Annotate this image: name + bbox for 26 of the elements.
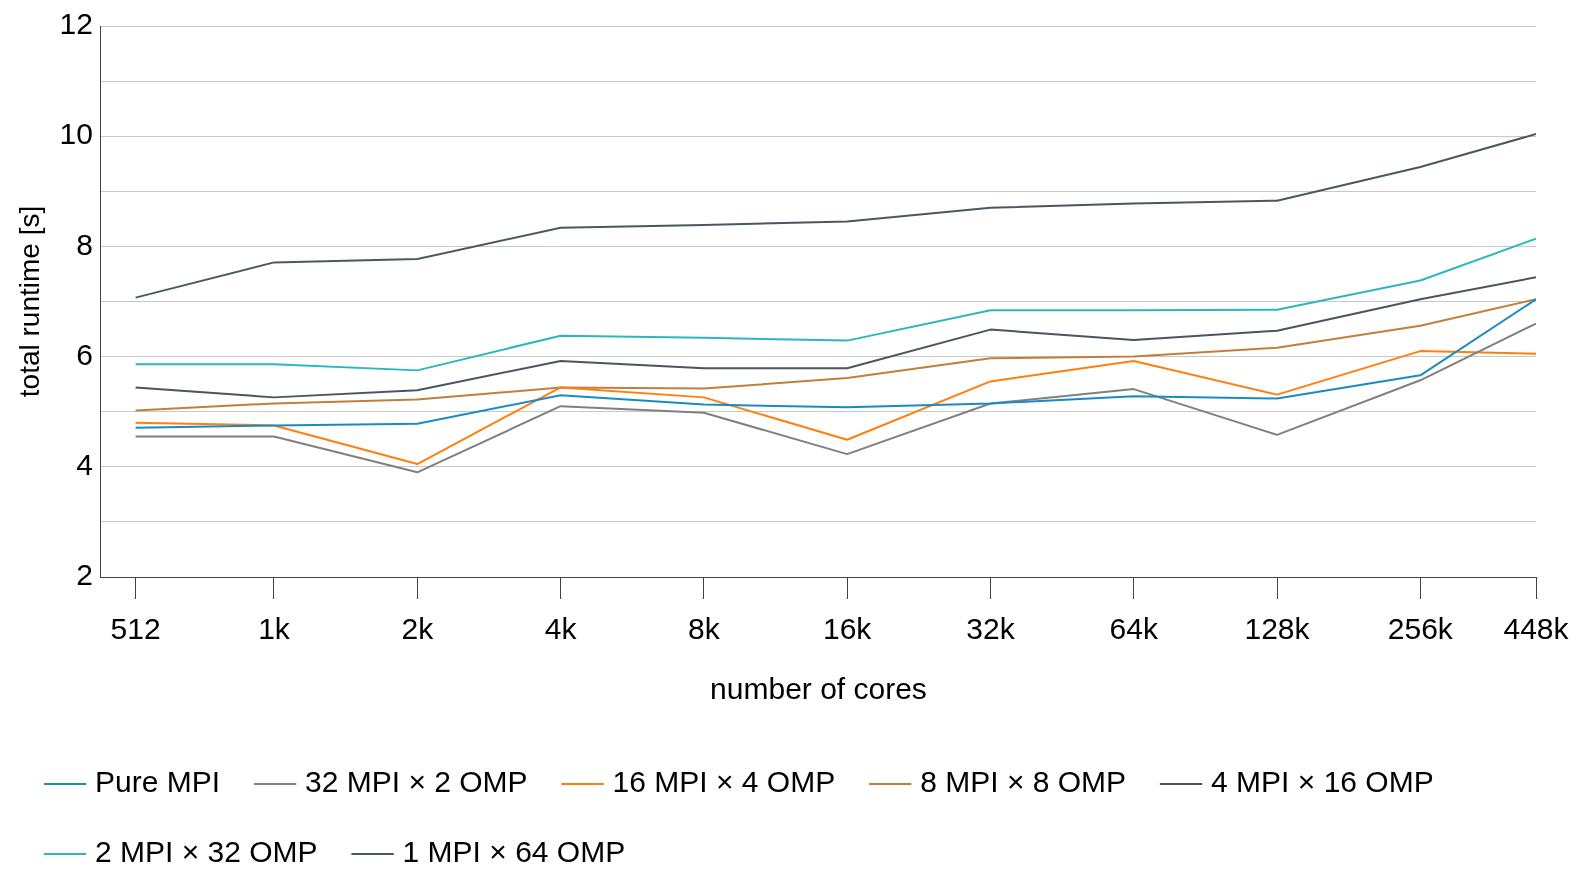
x-tick-label: 448k [1503,612,1570,646]
legend-label: 8 MPI × 8 OMP [920,765,1127,799]
y-tick-label: 2 [76,558,93,592]
legend-label: 4 MPI × 16 OMP [1211,765,1434,799]
legend-label: 16 MPI × 4 OMP [612,765,836,799]
x-tick-label: 1k [258,612,291,646]
legend-label: 1 MPI × 64 OMP [402,835,626,869]
legend-label: Pure MPI [95,765,221,799]
x-tick-label: 32k [966,612,1016,646]
y-tick-label: 10 [59,117,93,151]
x-tick-label: 128k [1244,612,1311,646]
x-axis-title: number of cores [710,672,927,706]
x-tick-label: 16k [822,612,873,646]
legend-label: 2 MPI × 32 OMP [95,835,318,869]
y-tick-label: 8 [76,227,93,261]
x-tick-label: 4k [544,612,578,646]
y-tick-label: 6 [76,337,93,371]
x-tick-label: 512 [110,612,161,646]
x-tick-label: 2k [401,612,435,646]
x-tick-label: 64k [1109,612,1159,646]
y-axis-title: total runtime [s] [13,205,45,398]
y-tick-label: 4 [76,448,93,482]
x-tick-label: 256k [1387,612,1454,646]
x-tick-label: 8k [688,612,721,646]
y-tick-label: 12 [59,7,93,41]
legend-label: 32 MPI × 2 OMP [305,765,528,799]
